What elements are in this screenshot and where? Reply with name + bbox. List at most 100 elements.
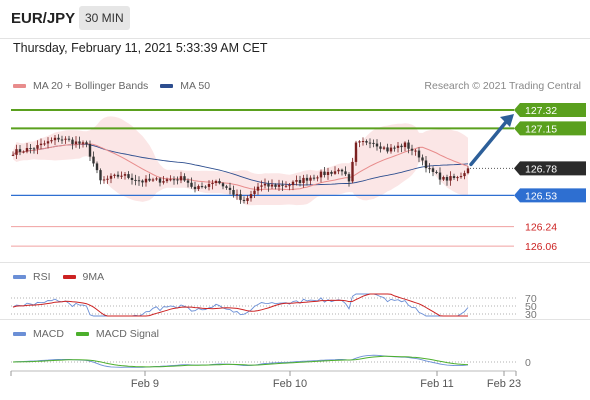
candle [249, 190, 253, 202]
candle [204, 185, 207, 190]
candle-body [22, 151, 25, 153]
candle-body [109, 175, 113, 179]
ma50-swatch [160, 84, 174, 88]
candle [36, 140, 39, 155]
candle [375, 139, 379, 151]
candle [421, 154, 424, 166]
candle [43, 140, 46, 146]
candle-body [102, 179, 106, 181]
legend-rsi-ma: 9MA [62, 271, 104, 283]
candle-body [403, 142, 407, 148]
candle-body [274, 184, 277, 187]
candle-body [358, 141, 361, 143]
candle-body [309, 177, 312, 181]
candle-body [389, 147, 393, 152]
candle [274, 183, 277, 190]
candle [288, 183, 291, 191]
x-tick-label: Feb 11 [420, 378, 453, 390]
candle-body [165, 179, 169, 182]
candle-body [183, 176, 186, 181]
candle [183, 173, 186, 182]
candle-body [120, 175, 123, 177]
candle-body [218, 180, 221, 184]
candle-body [270, 184, 274, 187]
candle [260, 180, 263, 192]
candle [235, 189, 239, 200]
candle-body [368, 142, 372, 144]
symbol-title: EUR/JPY [11, 10, 76, 27]
candle [323, 166, 326, 178]
candle-body [463, 173, 466, 177]
candle [368, 138, 372, 149]
candle-body [305, 177, 309, 181]
candle-body [382, 147, 386, 149]
timeframe-badge[interactable]: 30 MIN [79, 6, 130, 30]
legend-macd-label: MACD [33, 328, 64, 340]
candle [256, 182, 260, 195]
candle-body [81, 142, 85, 144]
candle-body [158, 178, 162, 183]
candle [113, 173, 116, 179]
candle [172, 176, 176, 185]
candle [29, 143, 32, 154]
macd-panel: 0 [11, 354, 531, 369]
candle-body [333, 171, 337, 174]
rsi-swatch [13, 275, 26, 279]
candle-body [193, 186, 197, 190]
rsi-ma-line [12, 293, 468, 317]
candle-body [32, 148, 36, 150]
candle-body [319, 171, 323, 178]
legend-rsi: RSI [13, 271, 51, 283]
candle [176, 176, 179, 185]
level-label-126.53: 126.53 [525, 190, 557, 202]
chart-datetime: Thursday, February 11, 2021 5:33:39 AM C… [13, 41, 268, 55]
legend-macd: MACD [13, 328, 64, 340]
panel-divider-macd [0, 319, 590, 320]
candle [15, 144, 18, 159]
candle [407, 139, 410, 154]
candle [123, 172, 127, 180]
candle [417, 147, 421, 163]
rsi-line [12, 293, 469, 317]
candle-body [330, 171, 333, 174]
candle-body [197, 186, 200, 190]
candle-body [326, 171, 330, 176]
candle [365, 139, 368, 146]
candle-body [347, 174, 351, 182]
candle-body [71, 139, 74, 144]
candle-body [186, 180, 190, 183]
candle [60, 135, 64, 144]
candle-body [162, 181, 165, 183]
candle [162, 175, 165, 185]
candle-body [449, 176, 452, 181]
candle [193, 181, 197, 193]
candle-body [435, 171, 438, 173]
candle [459, 172, 463, 179]
panel-divider-rsi [0, 262, 590, 263]
candle-body [459, 176, 463, 178]
candle-body [379, 146, 382, 149]
level-label-127.15: 127.15 [525, 123, 557, 135]
candle-body [106, 178, 109, 180]
candle [302, 174, 305, 188]
candle-body [466, 168, 470, 174]
candle [424, 156, 428, 173]
candle-body [267, 183, 270, 187]
candle [393, 145, 396, 152]
top-bar: EUR/JPY 30 MIN [0, 0, 590, 39]
candle-body [169, 179, 172, 181]
candle [400, 143, 403, 153]
candle [221, 182, 225, 190]
candle [200, 182, 204, 189]
candle-body [123, 174, 127, 176]
candle-body [127, 174, 130, 178]
legend-macd-signal-label: MACD Signal [95, 328, 159, 340]
candle-body [442, 176, 445, 180]
candle-body [214, 180, 218, 184]
candle-body [60, 139, 64, 141]
candle-body [396, 145, 400, 148]
candle-body [316, 177, 319, 179]
legend-ma20: MA 20 + Bollinger Bands [13, 80, 148, 92]
candle-body [67, 138, 71, 140]
